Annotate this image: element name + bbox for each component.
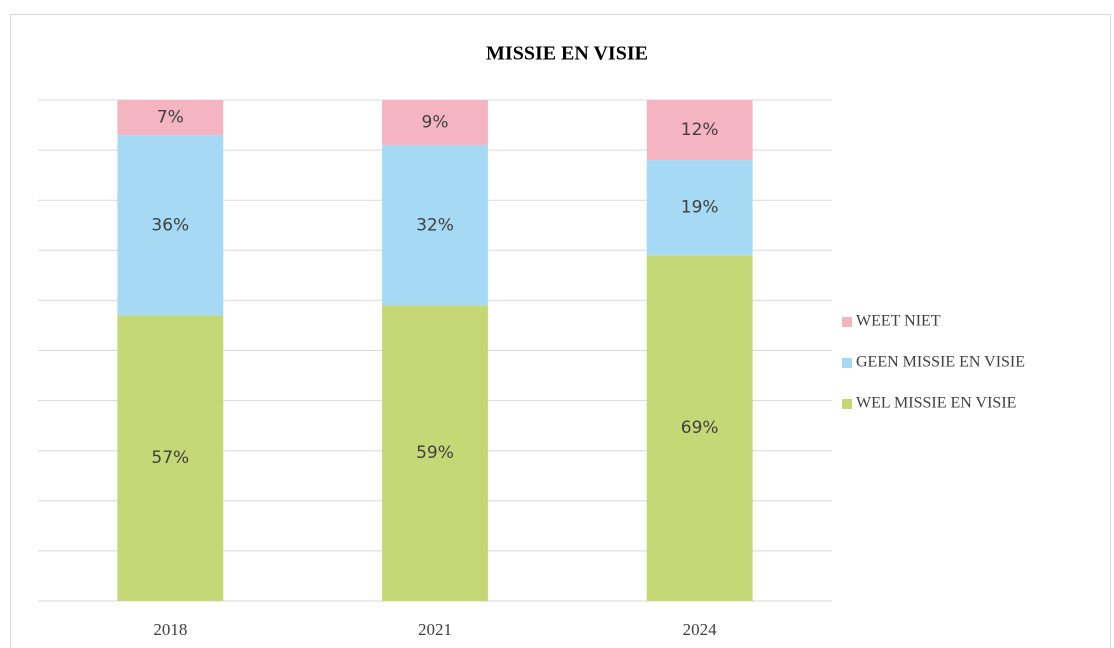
bar-segment [117, 315, 224, 601]
x-tick-label: 2021 [418, 620, 452, 639]
bar-segment [646, 100, 753, 161]
x-tick-label: 2018 [153, 620, 187, 639]
legend-label: WEL MISSIE EN VISIE [856, 395, 1016, 412]
chart-title: MISSIE EN VISIE [486, 43, 648, 65]
data-label: 12% [681, 120, 719, 140]
x-tick-label: 2024 [683, 620, 718, 639]
data-label: 36% [151, 215, 189, 235]
bar-segment [646, 255, 753, 601]
legend-swatch [842, 358, 852, 368]
data-label: 7% [157, 108, 184, 128]
legend-label: GEEN MISSIE EN VISIE [856, 354, 1025, 371]
data-label: 69% [681, 418, 719, 438]
bar-segment [646, 160, 753, 256]
data-label: 19% [681, 198, 719, 218]
bar-segment [382, 145, 488, 306]
data-label: 59% [416, 443, 454, 463]
bar-segment [117, 135, 224, 316]
bar-segment [382, 305, 488, 601]
bar-segment [117, 100, 224, 136]
data-label: 9% [422, 113, 449, 133]
legend-label: WEET NIET [856, 313, 941, 330]
bar-segment [382, 100, 488, 146]
legend-swatch [842, 399, 852, 409]
legend-swatch [842, 317, 852, 327]
data-label: 32% [416, 215, 454, 235]
data-label: 57% [151, 448, 189, 468]
